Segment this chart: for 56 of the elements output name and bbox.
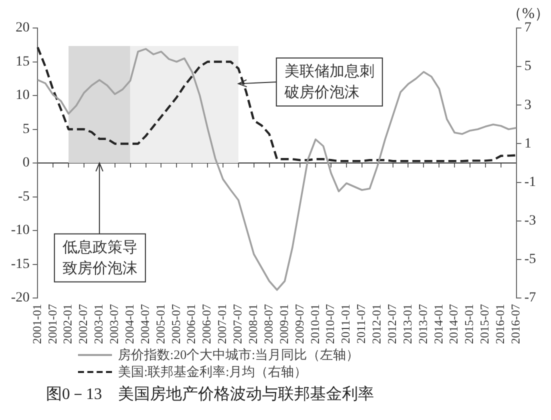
x-tick-label: 2002-07 xyxy=(76,304,90,344)
x-tick-label: 2004-07 xyxy=(138,304,152,344)
y2-tick-label: -5 xyxy=(524,252,536,268)
x-tick-label: 2001-01 xyxy=(30,304,44,344)
line-series xyxy=(36,46,518,162)
y2-tick-label: 1 xyxy=(524,136,532,152)
x-tick-label: 2005-01 xyxy=(153,304,168,344)
x-tick-label: 2006-01 xyxy=(184,304,198,344)
x-tick-label: 2015-01 xyxy=(462,304,476,344)
x-tick-label: 2007-01 xyxy=(215,304,230,344)
x-tick-label: 2009-01 xyxy=(276,304,291,344)
x-tick-label: 2016-07 xyxy=(508,304,522,344)
y2-axis-title: （%） xyxy=(507,6,550,22)
x-tick-label: 2015-07 xyxy=(478,304,492,344)
x-tick-label: 2014-01 xyxy=(431,304,446,344)
x-tick-label: 2005-07 xyxy=(168,304,183,344)
legend-label: 房价指数:20个大中城市:当月同比（左轴） xyxy=(118,346,360,363)
x-tick-label: 2009-07 xyxy=(292,304,306,344)
y-tick-label: 10 xyxy=(16,88,30,104)
y-tick-label: 20 xyxy=(16,20,30,36)
y-tick-label: 15 xyxy=(16,54,30,70)
y-tick-label: -5 xyxy=(18,189,30,204)
x-tick-label: 2011-07 xyxy=(354,304,368,344)
x-tick-label: 2014-07 xyxy=(446,304,461,344)
x-tick-label: 2012-01 xyxy=(370,304,384,344)
y2-tick-label: -1 xyxy=(524,174,536,190)
y-tick-label: 0 xyxy=(22,156,30,171)
x-tick-label: 2010-07 xyxy=(323,304,338,344)
y2-tick-label: 5 xyxy=(524,59,532,74)
legend-label: 美国:联邦基金利率:月均（右轴） xyxy=(118,363,308,380)
x-tick-label: 2011-01 xyxy=(338,304,353,344)
x-tick-label: 2003-01 xyxy=(92,304,106,344)
text: 图0－13 美国房地产价格波动与联邦基金利率 xyxy=(45,384,375,405)
y-tick-label: -10 xyxy=(10,223,30,238)
x-tick-label: 2016-01 xyxy=(493,304,508,344)
x-tick-label: 2004-01 xyxy=(122,304,136,344)
x-tick-label: 2003-07 xyxy=(107,304,122,344)
annotation: 低息政策导致房价泡沫 xyxy=(62,238,138,277)
x-tick-label: 2013-07 xyxy=(416,304,430,344)
x-tick-label: 2001-07 xyxy=(45,304,60,344)
y-tick-label: -20 xyxy=(10,290,30,306)
x-tick-label: 2012-07 xyxy=(384,304,399,344)
y2-tick-label: 3 xyxy=(524,98,532,113)
y-tick-label: 5 xyxy=(22,122,30,137)
y2-tick-label: -3 xyxy=(524,214,536,229)
y2-tick-label: 7 xyxy=(524,20,532,36)
x-tick-label: 2013-01 xyxy=(400,304,414,344)
x-tick-label: 2006-07 xyxy=(200,304,214,344)
x-tick-label: 2008-07 xyxy=(261,304,276,344)
x-tick-label: 2007-07 xyxy=(230,304,245,344)
annotation: 美联储加息刺破房价泡沫 xyxy=(283,62,374,101)
x-tick-label: 2002-01 xyxy=(60,304,75,344)
y-tick-label: -15 xyxy=(10,256,30,272)
x-tick-label: 2008-01 xyxy=(246,304,260,344)
x-tick-label: 2010-01 xyxy=(308,304,322,344)
y2-tick-label: -7 xyxy=(524,290,536,306)
